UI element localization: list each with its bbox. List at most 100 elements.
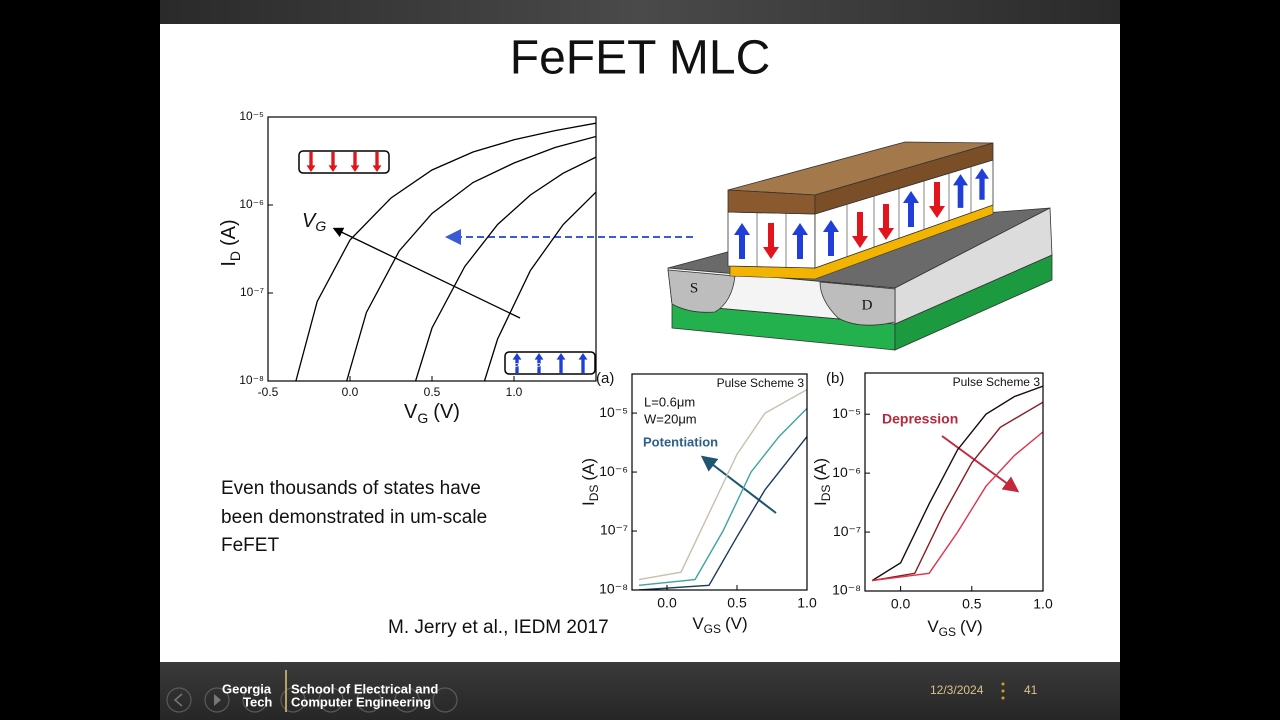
drain-label: D <box>862 297 873 313</box>
y-tick-label: 10⁻⁵ <box>239 109 264 123</box>
axis-symbol: I <box>579 501 598 506</box>
plot: 0.0 0.5 1.0 10⁻⁸ 10⁻⁷ 10⁻⁶ 10⁻⁵ <box>832 372 1053 612</box>
x-axis-label: VG (V) <box>404 401 460 425</box>
nav-camera[interactable] <box>394 687 420 713</box>
body-text: FeFET <box>221 535 279 556</box>
y-tick-label: 10⁻⁸ <box>599 581 628 597</box>
axis-symbol: V <box>404 401 418 423</box>
axis-symbol: I <box>811 501 830 506</box>
x-axis-label: VGS (V) <box>692 614 747 636</box>
axis-symbol: V <box>927 617 939 636</box>
nav-subtitles[interactable] <box>356 687 382 713</box>
nav-next[interactable] <box>204 687 230 713</box>
plot-frame <box>864 372 1044 592</box>
footer-bar <box>160 662 1120 720</box>
y-tick-label: 10⁻⁵ <box>832 405 861 421</box>
p-label: P <box>514 362 519 371</box>
axis-subscript: G <box>417 410 428 426</box>
y-tick-label: 10⁻⁶ <box>832 464 861 480</box>
nav-icon <box>173 693 183 707</box>
logo-text: Georgia <box>222 681 272 696</box>
curve <box>414 156 596 381</box>
curve <box>638 388 807 581</box>
annotation: W=20μm <box>644 411 697 426</box>
y-tick-label: 10⁻⁸ <box>832 582 861 598</box>
annotation-subscript: G <box>315 218 326 234</box>
curve <box>483 191 596 381</box>
slide-title: FeFET MLC <box>510 32 770 85</box>
axis-unit: (V) <box>433 401 460 423</box>
x-tick-label: 0.5 <box>727 595 747 611</box>
p-label: P <box>536 362 541 371</box>
nav-icon <box>214 694 221 706</box>
curves <box>871 385 1043 582</box>
annotation: Depression <box>882 411 958 427</box>
school-text: Computer Engineering <box>291 694 431 709</box>
x-tick-label: 1.0 <box>506 385 523 399</box>
nav-zoom[interactable] <box>318 687 344 713</box>
y-tick-label: 10⁻⁵ <box>599 404 628 420</box>
axis-subscript: GS <box>939 625 956 639</box>
curves <box>295 122 596 381</box>
p-label: P <box>336 154 341 163</box>
nav-view[interactable] <box>280 687 306 713</box>
curve <box>872 431 1043 582</box>
x-tick-label: 0.0 <box>342 385 359 399</box>
p-label: P <box>314 154 319 163</box>
plot-frame <box>631 373 808 591</box>
axis-unit: (A) <box>579 458 598 481</box>
axis-subscript: GS <box>704 622 721 636</box>
y-tick-label: 10⁻⁶ <box>239 197 264 211</box>
nav-pen[interactable] <box>242 687 268 713</box>
annotation-symbol: V <box>302 210 317 232</box>
citation: M. Jerry et al., IEDM 2017 <box>388 617 609 638</box>
y-axis-label: IDS (A) <box>811 458 833 506</box>
curve <box>871 385 1043 582</box>
curves <box>638 388 807 590</box>
slide-number: 41 <box>1024 683 1038 697</box>
axis-unit: (A) <box>811 458 830 481</box>
axis-symbol: V <box>692 614 704 633</box>
axis-unit: (V) <box>960 617 983 636</box>
x-tick-label: 0.5 <box>962 596 982 612</box>
y-axis-label: IDS (A) <box>579 458 601 506</box>
curve <box>638 436 807 590</box>
y-tick-label: 10⁻⁶ <box>599 463 628 479</box>
vg-arrow <box>332 227 521 319</box>
nav-more[interactable] <box>432 687 458 713</box>
body-text: been demonstrated in um-scale <box>221 507 487 528</box>
y-tick-label: 10⁻⁸ <box>239 373 264 387</box>
body-text: Even thousands of states have <box>221 478 481 499</box>
top-bar <box>160 0 1120 24</box>
plot: 0.0 0.5 1.0 10⁻⁸ 10⁻⁷ 10⁻⁶ 10⁻⁵ <box>599 373 817 611</box>
y-tick-label: 10⁻⁷ <box>833 523 861 539</box>
x-axis-label: VGS (V) <box>927 617 982 639</box>
panel-label: (a) <box>596 370 614 387</box>
nav-previous[interactable] <box>166 687 192 713</box>
vg-annotation: VG <box>302 210 326 233</box>
x-tick-label: -0.5 <box>258 385 279 399</box>
logo-text: Tech <box>243 694 272 709</box>
fefet-device: S D <box>667 141 1053 351</box>
y-tick-label: 10⁻⁷ <box>600 522 628 538</box>
y-axis-label: ID (A) <box>218 219 242 266</box>
panel-label: (b) <box>826 370 844 387</box>
axis-symbol: I <box>218 261 240 267</box>
plot: -0.5 0.0 0.5 1.0 10⁻⁸ 10⁻⁷ 10⁻⁶ 10⁻⁵ <box>239 109 597 399</box>
x-tick-label: 0.5 <box>424 385 441 399</box>
axis-subscript: D <box>227 251 243 261</box>
axis-unit: (A) <box>218 219 240 246</box>
p-label: P <box>358 154 363 163</box>
curve <box>871 401 1043 582</box>
curve <box>295 122 596 381</box>
p-label: P <box>380 154 385 163</box>
slide <box>160 24 1120 662</box>
x-tick-label: 0.0 <box>891 596 911 612</box>
annotation: L=0.6μm <box>644 394 695 409</box>
slide-date: 12/3/2024 <box>930 683 984 697</box>
x-tick-label: 1.0 <box>797 595 817 611</box>
curve <box>638 407 807 586</box>
x-tick-label: 1.0 <box>1033 596 1053 612</box>
